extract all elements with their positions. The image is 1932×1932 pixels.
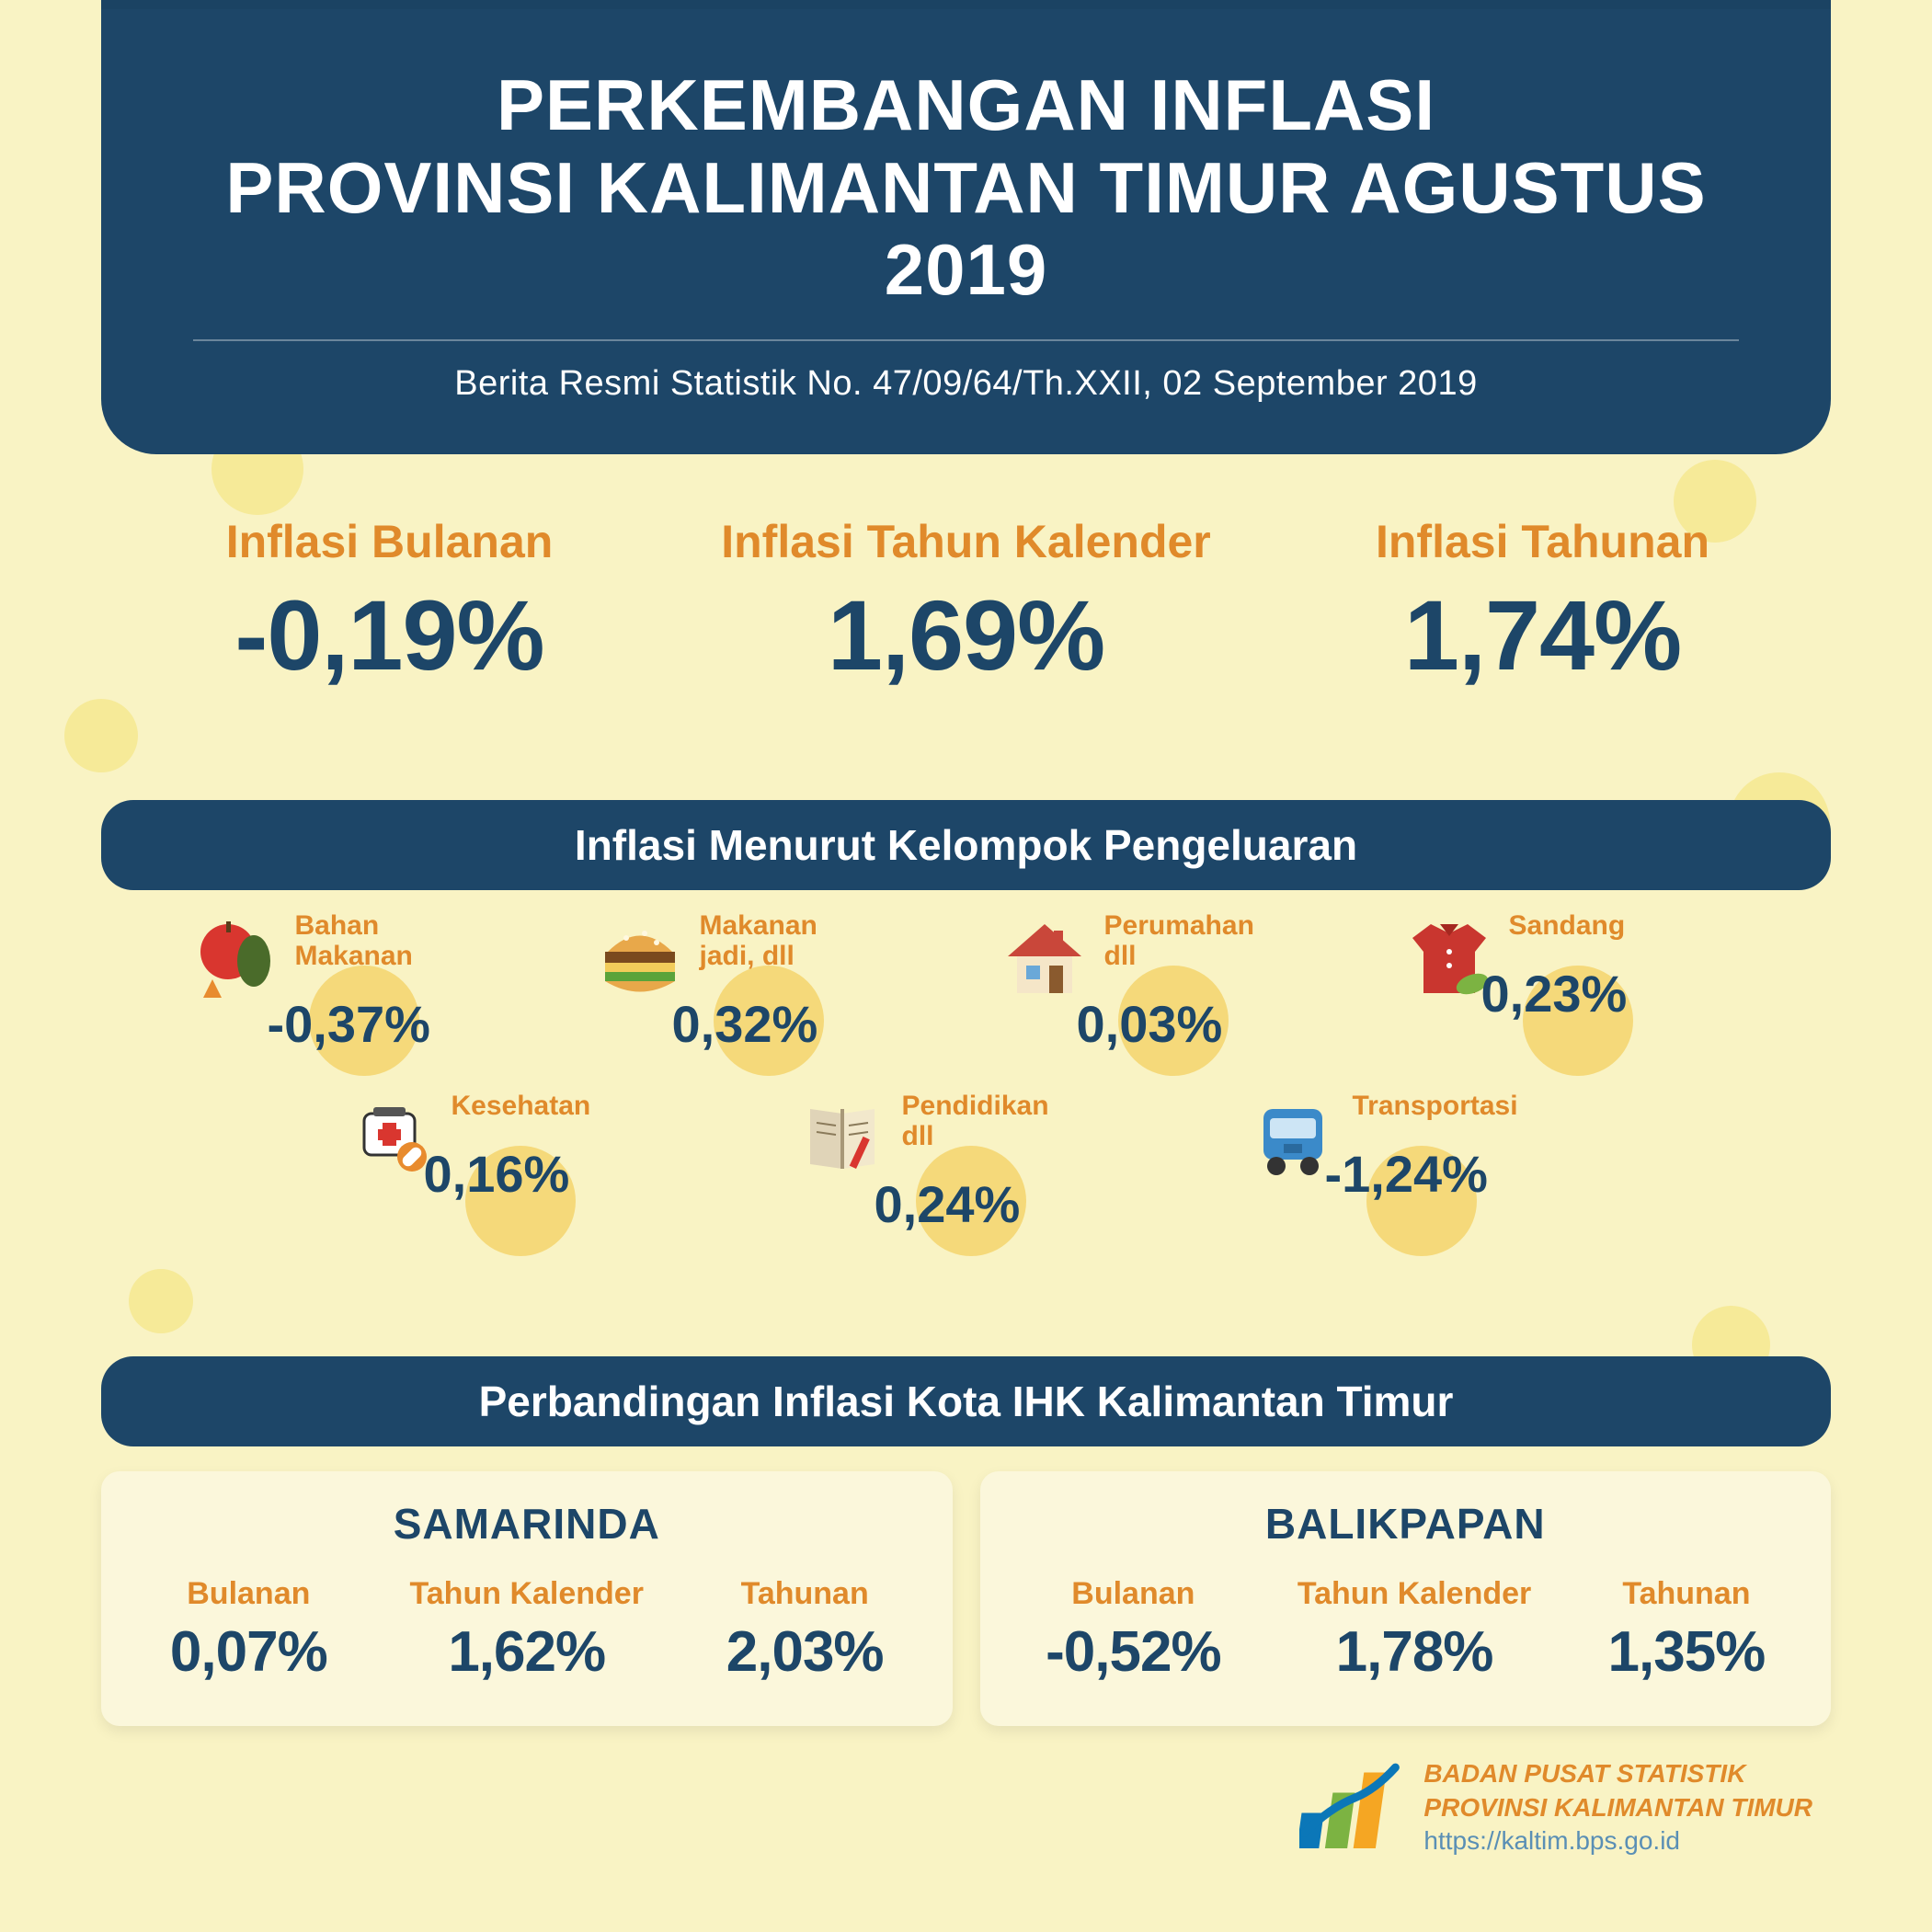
group-text: Pendidikandll0,24% xyxy=(902,1091,1049,1234)
city-metric-value: 2,03% xyxy=(726,1619,884,1685)
city-card: BALIKPAPAN Bulanan -0,52% Tahun Kalender 1,7… xyxy=(980,1471,1832,1726)
group-text: Makananjadi, dll0,32% xyxy=(700,910,818,1054)
group-value: -1,24% xyxy=(1325,1144,1518,1204)
footer-line2: PROVINSI KALIMANTAN TIMUR xyxy=(1423,1791,1812,1824)
group-label: Transportasi xyxy=(1353,1091,1518,1121)
top-metrics: Inflasi Bulanan -0,19%Inflasi Tahun Kalen… xyxy=(101,515,1831,692)
group-text: BahanMakanan-0,37% xyxy=(295,910,430,1054)
bg-circle xyxy=(129,1269,193,1333)
title-line2: PROVINSI KALIMANTAN TIMUR AGUSTUS 2019 xyxy=(225,147,1706,311)
group-value: 0,32% xyxy=(672,994,818,1054)
group-item: Transportasi -1,24% xyxy=(1247,1091,1587,1234)
metric-value: 1,69% xyxy=(678,577,1254,692)
group-text: Transportasi-1,24% xyxy=(1353,1091,1518,1204)
group-text: Sandang0,23% xyxy=(1509,910,1628,1023)
group-label: Kesehatan xyxy=(452,1091,591,1121)
group-label: Sandang xyxy=(1509,910,1628,941)
group-label: Pendidikandll xyxy=(902,1091,1049,1151)
groups-title-banner: Inflasi Menurut Kelompok Pengeluaran xyxy=(101,800,1831,890)
edu-icon xyxy=(796,1091,888,1183)
city-comparison: SAMARINDA Bulanan 0,07% Tahun Kalender 1,62%… xyxy=(101,1471,1831,1726)
group-value: 0,16% xyxy=(424,1144,591,1204)
group-item: Perumahandll 0,03% xyxy=(999,910,1339,1054)
city-name: BALIKPAPAN xyxy=(1008,1499,1804,1549)
city-metric-value: 1,78% xyxy=(1298,1619,1531,1685)
expenditure-groups: BahanMakanan -0,37% Makananjadi, dll 0,32% P… xyxy=(184,910,1748,1271)
city-metric-label: Tahunan xyxy=(1608,1576,1766,1612)
groups-row-2: Kesehatan 0,16% Pendidikandll 0,24% Transpor… xyxy=(184,1091,1748,1234)
city-metric: Tahunan 2,03% xyxy=(726,1576,884,1685)
bg-circle xyxy=(64,699,138,772)
page-title: PERKEMBANGAN INFLASI PROVINSI KALIMANTAN… xyxy=(138,64,1794,312)
metric-item: Inflasi Tahun Kalender 1,69% xyxy=(678,515,1254,692)
metric-item: Inflasi Bulanan -0,19% xyxy=(101,515,678,692)
metric-value: -0,19% xyxy=(101,577,678,692)
group-item: BahanMakanan -0,37% xyxy=(189,910,530,1054)
group-value: 0,03% xyxy=(1077,994,1254,1054)
group-value: 0,23% xyxy=(1481,964,1628,1023)
burger-icon xyxy=(594,910,686,1002)
group-item: Kesehatan 0,16% xyxy=(346,1091,686,1234)
city-name: SAMARINDA xyxy=(129,1499,925,1549)
group-value: -0,37% xyxy=(268,994,430,1054)
metric-value: 1,74% xyxy=(1254,577,1831,692)
title-line1: PERKEMBANGAN INFLASI xyxy=(497,64,1435,145)
footer: BADAN PUSAT STATISTIK PROVINSI KALIMANTA… xyxy=(1299,1757,1812,1858)
city-metric: Bulanan -0,52% xyxy=(1046,1576,1220,1685)
city-metric-label: Tahun Kalender xyxy=(410,1576,644,1612)
group-item: Makananjadi, dll 0,32% xyxy=(594,910,934,1054)
city-metric-label: Tahunan xyxy=(726,1576,884,1612)
city-metric-label: Bulanan xyxy=(1046,1576,1220,1612)
metric-item: Inflasi Tahunan 1,74% xyxy=(1254,515,1831,692)
city-metric: Tahun Kalender 1,62% xyxy=(410,1576,644,1685)
metric-label: Inflasi Tahun Kalender xyxy=(678,515,1254,568)
food-icon xyxy=(189,910,281,1002)
city-metric: Bulanan 0,07% xyxy=(170,1576,327,1685)
metric-label: Inflasi Bulanan xyxy=(101,515,678,568)
city-metric-value: -0,52% xyxy=(1046,1619,1220,1685)
metric-label: Inflasi Tahunan xyxy=(1254,515,1831,568)
city-metric: Tahunan 1,35% xyxy=(1608,1576,1766,1685)
city-card: SAMARINDA Bulanan 0,07% Tahun Kalender 1,62%… xyxy=(101,1471,953,1726)
group-value: 0,24% xyxy=(875,1174,1049,1234)
city-metrics: Bulanan -0,52% Tahun Kalender 1,78% Tahunan 1… xyxy=(1008,1576,1804,1685)
city-metric-label: Bulanan xyxy=(170,1576,327,1612)
header-subtitle: Berita Resmi Statistik No. 47/09/64/Th.X… xyxy=(138,364,1794,404)
house-icon xyxy=(999,910,1091,1002)
bps-logo-icon xyxy=(1299,1757,1400,1858)
group-label: Makananjadi, dll xyxy=(700,910,818,971)
city-metric-label: Tahun Kalender xyxy=(1298,1576,1531,1612)
group-label: BahanMakanan xyxy=(295,910,430,971)
city-metrics: Bulanan 0,07% Tahun Kalender 1,62% Tahunan 2,… xyxy=(129,1576,925,1685)
footer-text: BADAN PUSAT STATISTIK PROVINSI KALIMANTA… xyxy=(1423,1757,1812,1858)
groups-row-1: BahanMakanan -0,37% Makananjadi, dll 0,32% P… xyxy=(184,910,1748,1054)
group-label: Perumahandll xyxy=(1104,910,1254,971)
city-metric: Tahun Kalender 1,78% xyxy=(1298,1576,1531,1685)
group-item: Sandang 0,23% xyxy=(1403,910,1743,1054)
footer-url: https://kaltim.bps.go.id xyxy=(1423,1824,1812,1858)
city-metric-value: 1,62% xyxy=(410,1619,644,1685)
city-metric-value: 0,07% xyxy=(170,1619,327,1685)
group-item: Pendidikandll 0,24% xyxy=(796,1091,1137,1234)
city-metric-value: 1,35% xyxy=(1608,1619,1766,1685)
header-banner: PERKEMBANGAN INFLASI PROVINSI KALIMANTAN… xyxy=(101,0,1831,454)
group-text: Perumahandll0,03% xyxy=(1104,910,1254,1054)
cities-title-banner: Perbandingan Inflasi Kota IHK Kalimantan… xyxy=(101,1356,1831,1446)
header-divider xyxy=(193,339,1739,341)
footer-line1: BADAN PUSAT STATISTIK xyxy=(1423,1757,1812,1790)
group-text: Kesehatan0,16% xyxy=(452,1091,591,1204)
